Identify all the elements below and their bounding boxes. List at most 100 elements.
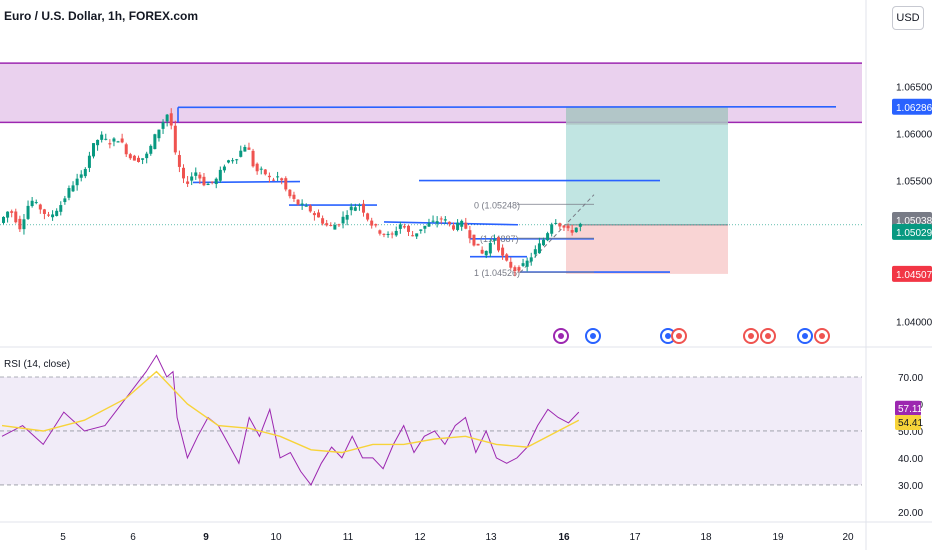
- candle-body: [333, 224, 337, 230]
- candle-body: [169, 113, 173, 126]
- time-tick-label: 6: [130, 532, 136, 543]
- candle-body: [501, 247, 505, 256]
- currency-button[interactable]: USD: [892, 6, 924, 30]
- candle-body: [149, 145, 153, 154]
- candle-body: [83, 168, 87, 177]
- event-flag-icon-dot: [676, 333, 682, 339]
- drawing-line: [383, 221, 519, 226]
- candle-body: [304, 205, 308, 207]
- candle-body: [2, 216, 5, 223]
- candle-body: [578, 223, 582, 227]
- candle-body: [63, 198, 67, 203]
- candle-body: [529, 257, 533, 262]
- time-tick-label: 11: [343, 532, 354, 543]
- candle-body: [394, 230, 398, 236]
- rsi-value-box: [895, 415, 921, 431]
- event-flag-icon-dot: [558, 333, 564, 339]
- candle-body: [484, 250, 488, 256]
- candle-body: [51, 214, 55, 218]
- candle-body: [288, 189, 292, 197]
- time-tick-label: 18: [700, 532, 712, 543]
- candle-body: [566, 225, 570, 229]
- candle-body: [546, 233, 550, 241]
- candle-body: [366, 213, 370, 220]
- price-label-text: 1.06286: [896, 103, 932, 114]
- candle-body: [345, 214, 349, 220]
- candle-body: [30, 200, 34, 207]
- candle-body: [259, 168, 263, 170]
- event-flag-icon-dot: [590, 333, 596, 339]
- candle-body: [100, 134, 104, 140]
- rsi-tick-label: 40.00: [898, 454, 923, 465]
- candle-body: [202, 176, 206, 186]
- candle-body: [173, 125, 177, 153]
- candle-body: [296, 199, 300, 205]
- rsi-tick-label: 30.00: [898, 481, 923, 492]
- candle-body: [292, 194, 296, 199]
- rsi-tick-label: 70.00: [898, 373, 923, 384]
- candle-body: [96, 139, 100, 146]
- candle-body: [300, 203, 304, 205]
- candle-body: [427, 223, 431, 227]
- candle-body: [423, 225, 427, 229]
- candle-body: [137, 157, 141, 163]
- price-tick-label: 1.04000: [896, 318, 932, 329]
- rsi-tick-label: 20.00: [898, 508, 923, 519]
- price-label-text: 1.05038: [896, 216, 932, 227]
- candle-body: [554, 222, 558, 224]
- rsi-value-box: [895, 400, 921, 416]
- price-label-box: [892, 223, 932, 240]
- candle-body: [386, 233, 390, 235]
- candle-body: [112, 138, 116, 142]
- event-flag-icon-dot: [665, 333, 671, 339]
- candle-body: [402, 226, 406, 228]
- candle-body: [505, 254, 509, 261]
- candle-body: [26, 205, 30, 219]
- candle-body: [468, 230, 472, 239]
- candle-body: [243, 146, 247, 152]
- candle-body: [157, 129, 161, 139]
- candle-body: [182, 167, 186, 179]
- candle-body: [190, 176, 194, 181]
- candle-body: [517, 267, 521, 271]
- candle-body: [562, 225, 566, 228]
- candle-body: [443, 219, 447, 221]
- candle-body: [235, 159, 239, 161]
- candle-body: [71, 185, 75, 192]
- candle-body: [382, 233, 386, 235]
- candle-body: [120, 138, 124, 143]
- candle-body: [194, 172, 198, 176]
- price-tick-label: 1.06500: [896, 83, 932, 94]
- candle-body: [447, 221, 451, 224]
- candle-body: [75, 178, 79, 186]
- candle-body: [255, 163, 259, 172]
- time-tick-label: 12: [414, 532, 426, 543]
- candle-body: [22, 219, 26, 230]
- candle-body: [419, 229, 423, 231]
- candle-body: [452, 225, 456, 230]
- price-label-text: 1.05029: [896, 228, 932, 239]
- price-label-text: 1.04507: [896, 270, 932, 281]
- candle-body: [161, 122, 165, 129]
- candle-body: [247, 147, 251, 150]
- candle-body: [6, 211, 10, 218]
- candle-body: [206, 183, 210, 186]
- candle-body: [407, 225, 411, 232]
- price-tick-label: 1.05500: [896, 177, 932, 188]
- candle-body: [10, 211, 14, 213]
- candle-body: [341, 216, 345, 224]
- candle-body: [132, 155, 136, 161]
- candle-body: [251, 150, 255, 167]
- candle-body: [558, 223, 562, 227]
- time-tick-label: 20: [842, 532, 854, 543]
- rsi-tick-label: 50.00: [898, 427, 923, 438]
- rsi-value-text: 54.41: [898, 418, 923, 429]
- candle-body: [276, 176, 280, 178]
- candle-body: [464, 222, 468, 229]
- candle-body: [337, 224, 341, 226]
- candle-body: [59, 205, 63, 212]
- time-tick-label: 16: [558, 532, 570, 543]
- candle-body: [42, 209, 46, 214]
- candle-body: [353, 207, 357, 211]
